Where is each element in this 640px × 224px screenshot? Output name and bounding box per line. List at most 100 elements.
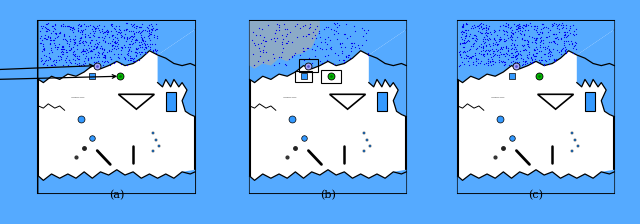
- Point: [61, 39, 71, 42]
- Point: [519, 32, 529, 35]
- Point: [558, 25, 568, 29]
- Point: [543, 44, 553, 48]
- Point: [97, 52, 107, 55]
- Point: [516, 36, 527, 39]
- Point: [534, 49, 544, 53]
- Point: [111, 40, 122, 43]
- Point: [520, 62, 531, 66]
- Point: [129, 56, 139, 60]
- Point: [458, 23, 468, 27]
- Point: [123, 51, 133, 55]
- Point: [522, 61, 532, 65]
- Point: [482, 34, 492, 38]
- Point: [508, 53, 518, 57]
- Point: [269, 32, 280, 35]
- Point: [72, 28, 83, 32]
- Point: [120, 32, 131, 35]
- Point: [509, 47, 519, 51]
- Point: [454, 49, 465, 52]
- Point: [86, 39, 97, 42]
- Point: [87, 49, 97, 52]
- Point: [307, 61, 317, 65]
- Point: [467, 44, 477, 47]
- Text: ———: ———: [282, 95, 297, 100]
- Point: [102, 28, 112, 32]
- Point: [147, 27, 157, 31]
- Point: [99, 25, 109, 28]
- Point: [551, 58, 561, 61]
- Point: [84, 23, 95, 27]
- Point: [46, 63, 56, 67]
- Point: [511, 24, 521, 28]
- Point: [462, 39, 472, 43]
- Point: [553, 23, 563, 27]
- Point: [37, 38, 47, 41]
- Point: [109, 53, 119, 56]
- Point: [520, 60, 531, 63]
- Point: [147, 31, 157, 34]
- Point: [86, 56, 96, 59]
- Point: [254, 26, 264, 29]
- Point: [529, 36, 540, 40]
- Point: [35, 29, 45, 32]
- Point: [305, 25, 315, 29]
- Point: [134, 58, 144, 61]
- Point: [41, 29, 51, 32]
- Point: [61, 57, 71, 60]
- Point: [92, 44, 102, 48]
- Point: [46, 39, 56, 42]
- Point: [525, 22, 536, 25]
- Point: [499, 29, 509, 32]
- Point: [500, 38, 511, 41]
- Point: [92, 25, 102, 28]
- Point: [150, 49, 160, 52]
- Point: [144, 23, 154, 27]
- Point: [39, 62, 49, 65]
- Point: [316, 40, 326, 44]
- Point: [63, 24, 74, 28]
- Point: [111, 48, 121, 51]
- Point: [324, 47, 335, 50]
- Point: [91, 26, 101, 30]
- Point: [92, 56, 102, 59]
- Point: [568, 51, 578, 55]
- Point: [99, 60, 109, 64]
- Point: [353, 43, 364, 47]
- Point: [77, 30, 88, 34]
- Point: [527, 54, 538, 57]
- Point: [522, 39, 532, 42]
- Point: [45, 63, 56, 67]
- Point: [131, 54, 141, 58]
- Point: [548, 47, 558, 51]
- Point: [484, 37, 494, 40]
- Point: [481, 28, 491, 32]
- Point: [282, 42, 292, 45]
- Point: [501, 44, 511, 47]
- Polygon shape: [157, 30, 195, 117]
- Point: [483, 61, 493, 65]
- Point: [346, 42, 356, 45]
- Point: [339, 58, 349, 61]
- Point: [58, 45, 68, 48]
- Point: [50, 36, 60, 39]
- Point: [561, 39, 572, 42]
- Point: [455, 52, 465, 56]
- Point: [500, 22, 511, 25]
- Point: [99, 47, 109, 51]
- Point: [495, 37, 505, 41]
- Point: [489, 28, 499, 32]
- Point: [116, 45, 127, 49]
- Point: [559, 33, 569, 37]
- Point: [138, 28, 148, 32]
- Point: [342, 36, 353, 40]
- Point: [147, 24, 157, 28]
- Point: [45, 31, 56, 34]
- Point: [339, 60, 349, 64]
- Point: [454, 64, 465, 67]
- Point: [566, 42, 577, 46]
- Point: [98, 63, 108, 67]
- Point: [59, 33, 69, 37]
- Point: [548, 32, 559, 35]
- Point: [100, 56, 110, 60]
- Point: [88, 33, 99, 37]
